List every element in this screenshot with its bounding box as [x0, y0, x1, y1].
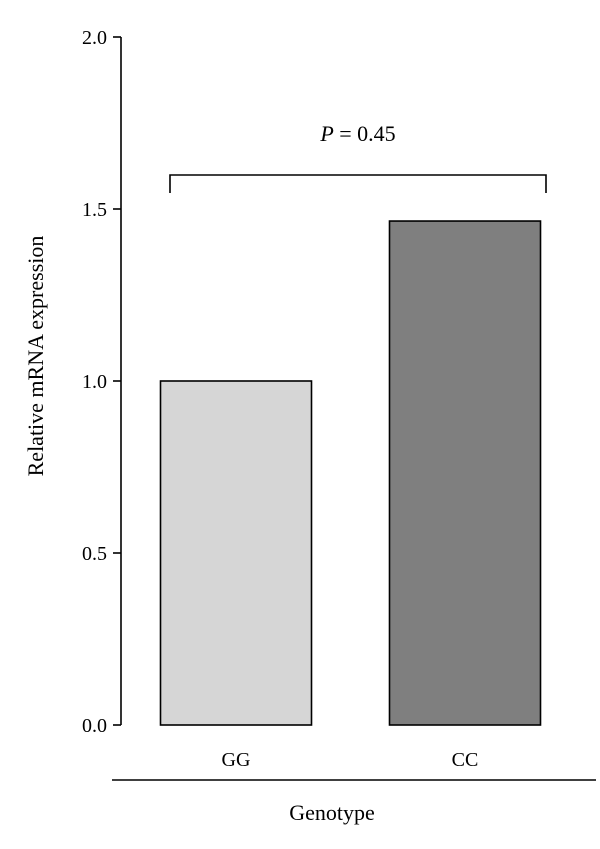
bar-gg	[159, 380, 313, 726]
y-axis-title: Relative mRNA expression	[23, 236, 48, 477]
x-axis-title: Genotype	[289, 800, 375, 825]
bars	[159, 220, 542, 726]
x-tick-label-gg: GG	[222, 749, 251, 771]
x-tick-label-cc: CC	[452, 749, 479, 771]
y-tick-label: 0.0	[82, 715, 107, 737]
y-tick-label: 2.0	[82, 27, 107, 49]
x-axis-tick-labels: GG CC	[222, 749, 479, 771]
significance-bracket	[169, 174, 547, 193]
p-value-text: = 0.45	[334, 121, 396, 146]
y-tick-label: 1.0	[82, 371, 107, 393]
y-tick-label: 0.5	[82, 543, 107, 565]
y-axis-ticks: 0.0 0.5 1.0 1.5 2.0	[82, 27, 121, 737]
p-value-label: P = 0.45	[319, 121, 395, 146]
p-symbol: P	[319, 121, 333, 146]
y-tick-label: 1.5	[82, 199, 107, 221]
bar-cc	[388, 220, 542, 726]
